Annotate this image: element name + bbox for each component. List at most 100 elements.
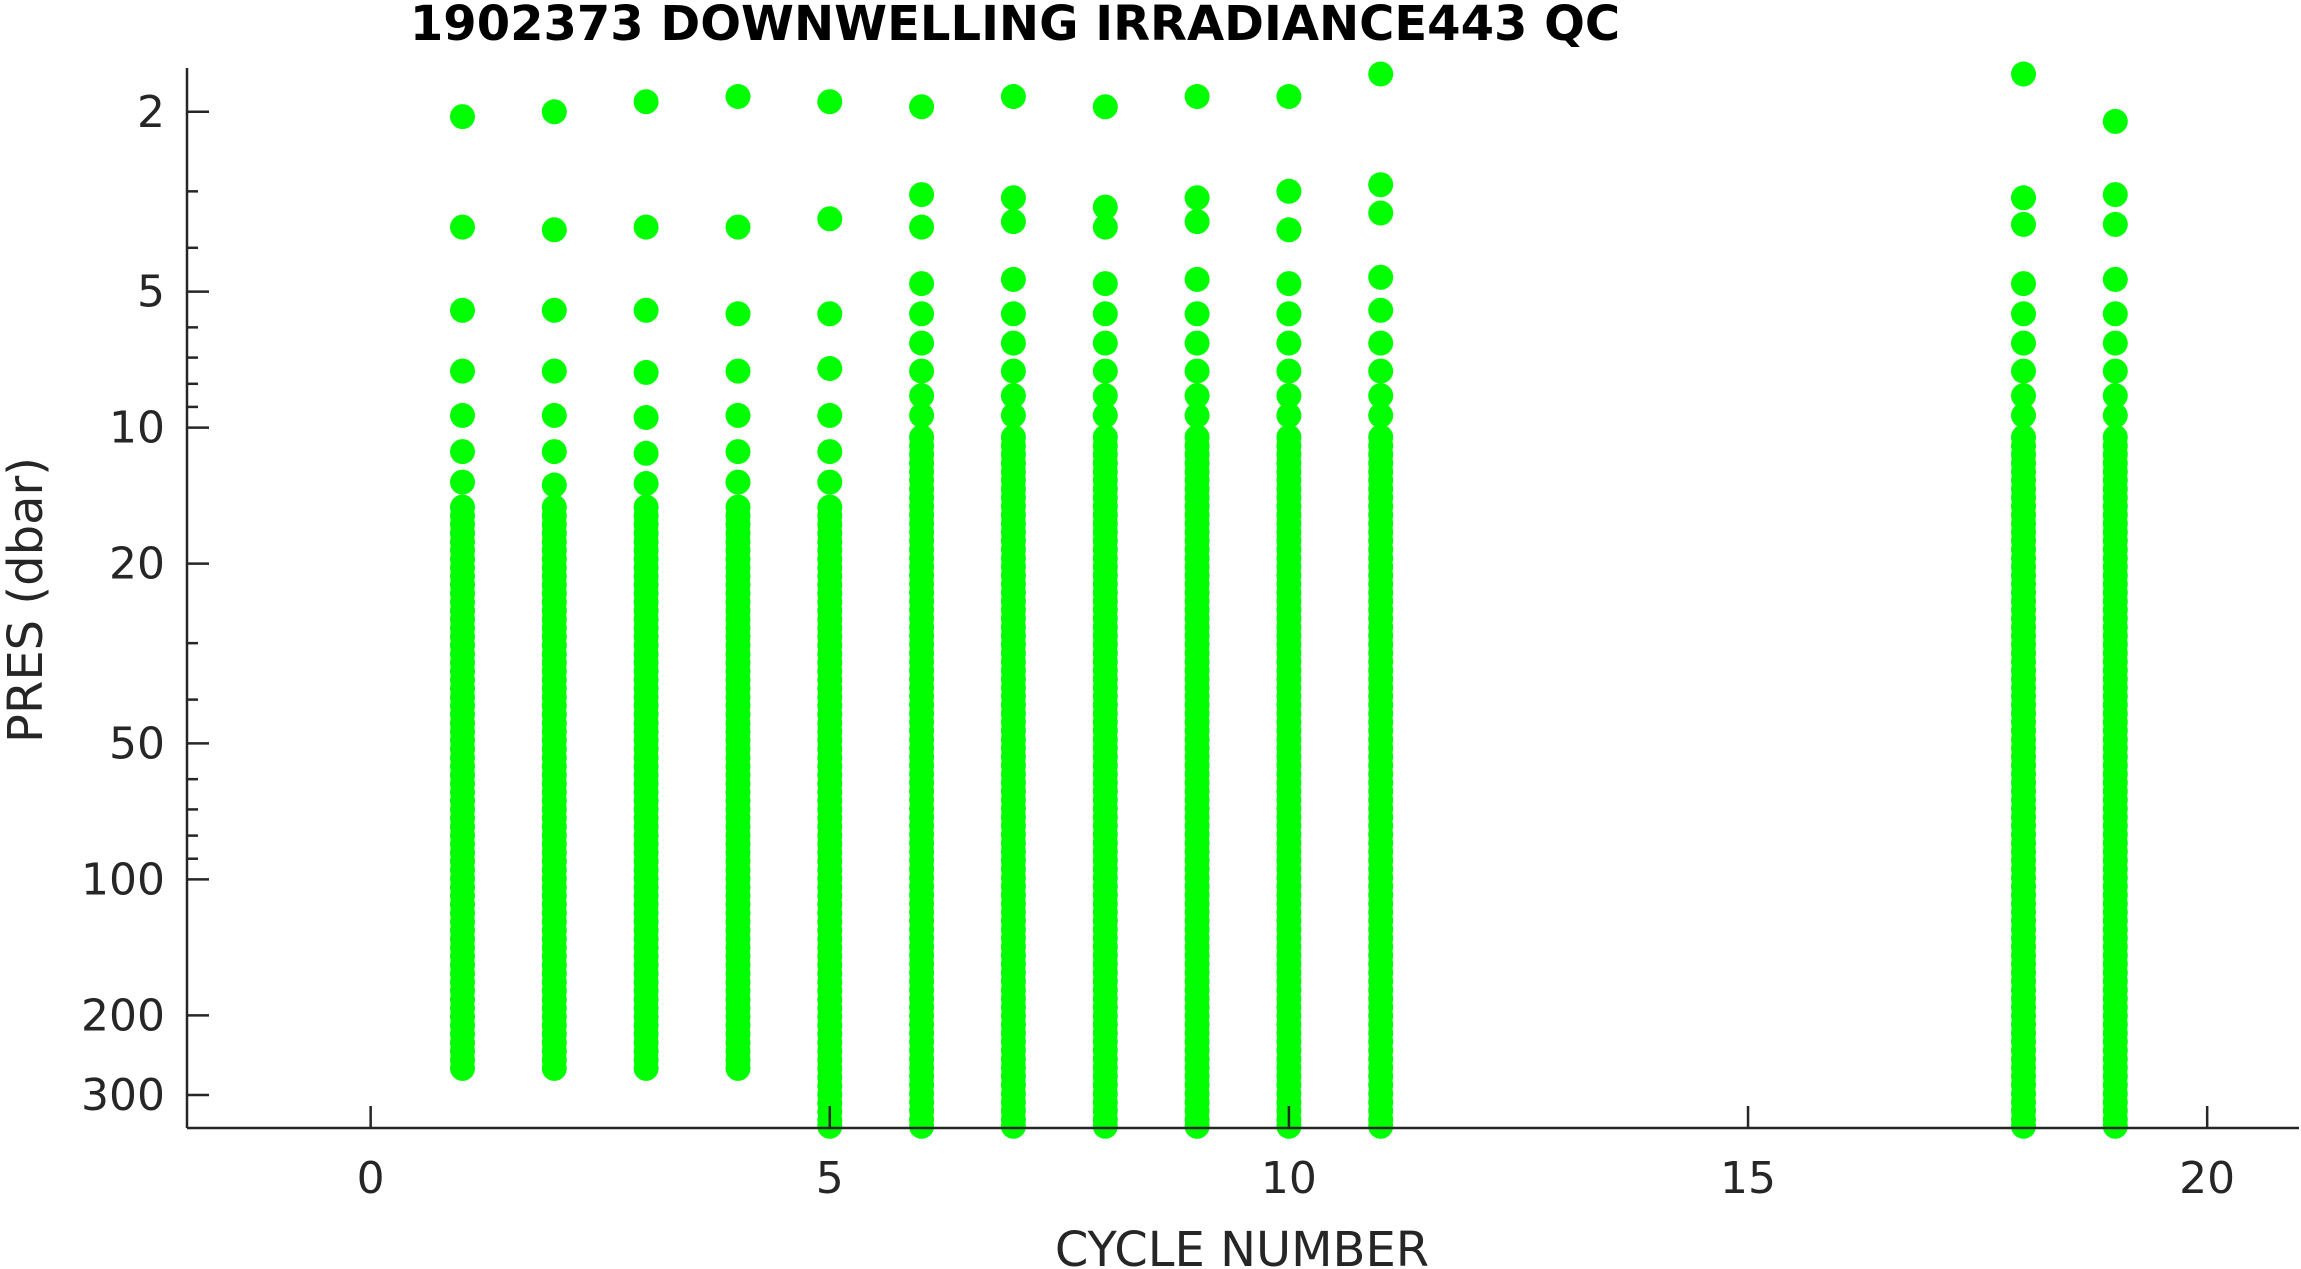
y-tick-label: 5 — [137, 267, 165, 318]
data-point — [1092, 330, 1118, 356]
data-point — [633, 359, 659, 385]
data-point — [1000, 358, 1026, 384]
data-point — [2102, 330, 2128, 356]
data-point — [1368, 402, 1394, 428]
data-point — [725, 214, 751, 240]
data-point — [1000, 330, 1026, 356]
data-point — [1368, 383, 1394, 409]
data-point — [2011, 271, 2036, 297]
data-point — [2102, 383, 2128, 409]
x-ticks: 0 5 10 15 20 — [357, 1106, 2235, 1204]
data-point — [1276, 178, 1302, 204]
data-point — [1184, 185, 1210, 211]
data-point — [2011, 301, 2036, 327]
data-point — [1368, 172, 1394, 198]
data-point — [633, 1055, 659, 1081]
data-point — [1368, 330, 1394, 356]
data-point — [1184, 1113, 1210, 1139]
data-point — [1000, 84, 1026, 109]
data-point — [541, 402, 567, 428]
data-point — [1368, 297, 1394, 323]
data-point — [2011, 1113, 2036, 1139]
data-point — [1184, 402, 1210, 428]
data-point — [1000, 1113, 1026, 1139]
data-point — [817, 301, 843, 327]
data-point — [2102, 182, 2128, 208]
data-point — [541, 358, 567, 384]
data-point — [2102, 108, 2128, 134]
data-point — [541, 297, 567, 323]
data-point — [1000, 383, 1026, 409]
data-point — [633, 440, 659, 466]
data-point — [817, 439, 843, 465]
x-tick-label: 20 — [2179, 1153, 2235, 1204]
x-tick-label: 0 — [357, 1153, 385, 1204]
data-point — [1184, 209, 1210, 235]
y-tick-label: 20 — [109, 539, 165, 590]
data-point — [817, 469, 843, 495]
data-point — [541, 217, 567, 243]
data-point — [450, 214, 475, 240]
data-point — [909, 1113, 935, 1139]
data-point — [725, 358, 751, 384]
data-point — [1000, 402, 1026, 428]
data-point — [2011, 211, 2036, 237]
x-tick-label: 15 — [1720, 1153, 1776, 1204]
data-point — [725, 402, 751, 428]
data-point — [1276, 217, 1302, 243]
data-point — [725, 84, 751, 109]
data-point — [1276, 358, 1302, 384]
y-ticks: 2 5 10 20 50 100 200 300 — [81, 87, 209, 1121]
data-point — [633, 214, 659, 240]
data-point — [1092, 1113, 1118, 1139]
data-point — [1000, 266, 1026, 292]
data-point — [909, 402, 935, 428]
data-point — [2011, 185, 2036, 211]
data-point — [1276, 271, 1302, 297]
data-point — [2011, 61, 2036, 87]
data-point — [450, 297, 475, 323]
data-point — [1092, 301, 1118, 327]
data-point — [725, 469, 751, 495]
data-point — [633, 405, 659, 430]
y-tick-label: 50 — [109, 718, 165, 769]
data-point — [1184, 84, 1210, 109]
data-point — [450, 469, 475, 495]
chart-title: 1902373 DOWNWELLING IRRADIANCE443 QC — [410, 0, 1620, 52]
data-point — [909, 358, 935, 384]
data-point — [2011, 358, 2036, 384]
x-tick-label: 5 — [816, 1153, 844, 1204]
data-point — [450, 1055, 475, 1081]
y-tick-label: 10 — [109, 403, 165, 454]
data-point — [450, 358, 475, 384]
data-point — [725, 301, 751, 327]
data-point — [2011, 383, 2036, 409]
data-point — [817, 356, 843, 381]
data-point — [450, 402, 475, 428]
data-point — [1368, 61, 1394, 87]
data-point — [1092, 383, 1118, 409]
data-point — [817, 89, 843, 115]
x-tick-label: 10 — [1261, 1153, 1317, 1204]
data-point — [1276, 402, 1302, 428]
data-point — [2102, 358, 2128, 384]
data-point — [450, 439, 475, 465]
data-point — [541, 439, 567, 465]
data-point — [1092, 214, 1118, 240]
data-point — [633, 471, 659, 496]
data-point — [1092, 271, 1118, 297]
data-point — [1184, 358, 1210, 384]
data-point — [541, 1055, 567, 1081]
data-point — [909, 330, 935, 356]
data-point — [909, 94, 935, 120]
data-point — [1000, 209, 1026, 235]
data-point — [541, 99, 567, 125]
y-tick-label: 300 — [81, 1070, 165, 1121]
data-point — [909, 214, 935, 240]
data-point — [2102, 266, 2128, 292]
data-points — [450, 61, 2128, 1139]
data-point — [1000, 185, 1026, 211]
data-point — [1368, 200, 1394, 226]
data-point — [909, 182, 935, 208]
